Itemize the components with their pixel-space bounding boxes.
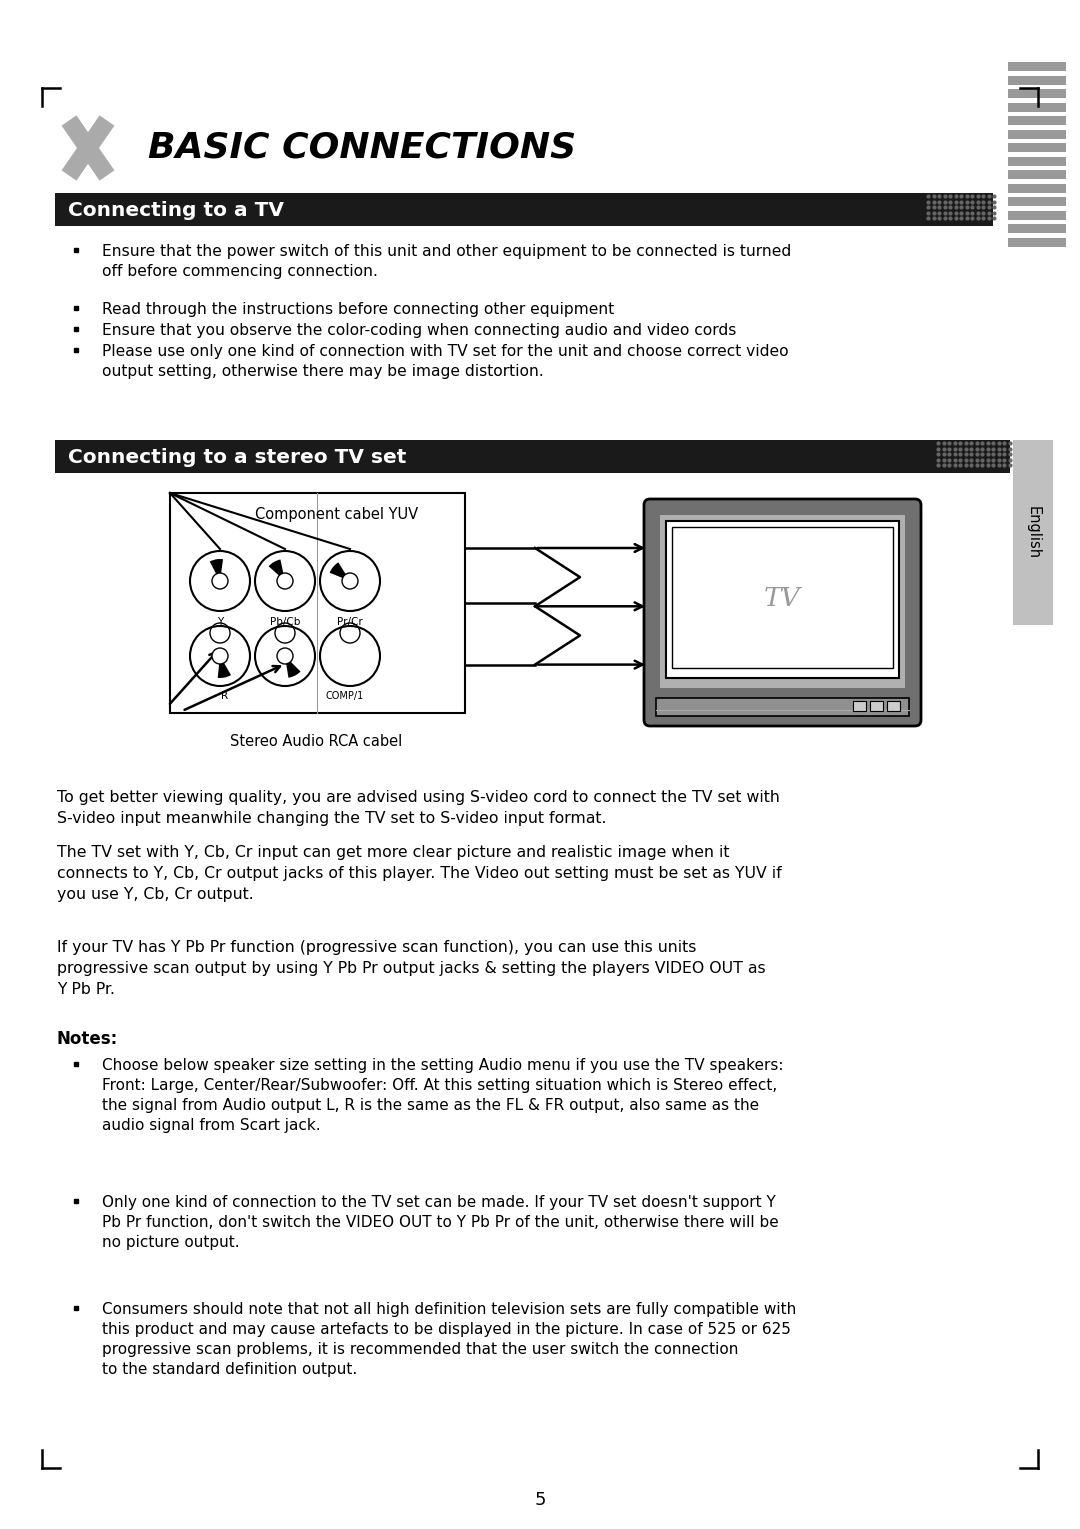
Text: Choose below speaker size setting in the setting Audio menu if you use the TV sp: Choose below speaker size setting in the…	[102, 1058, 783, 1133]
Bar	[672, 528, 893, 668]
Bar	[1008, 211, 1066, 220]
Bar	[55, 193, 993, 226]
Text: Connecting to a stereo TV set: Connecting to a stereo TV set	[68, 448, 406, 466]
Bar	[1008, 144, 1066, 151]
Text: To get better viewing quality, you are advised using S-video cord to connect the: To get better viewing quality, you are a…	[57, 790, 780, 826]
Bar	[1008, 89, 1066, 98]
Circle shape	[276, 648, 293, 664]
Wedge shape	[329, 563, 350, 581]
Text: Consumers should note that not all high definition television sets are fully com: Consumers should note that not all high …	[102, 1303, 796, 1378]
Bar	[1008, 170, 1066, 179]
Text: Connecting to a TV: Connecting to a TV	[68, 200, 284, 220]
Text: Pr/Cr: Pr/Cr	[337, 618, 363, 627]
Text: Notes:: Notes:	[57, 1031, 118, 1047]
Bar	[656, 699, 909, 716]
Text: COMP/1: COMP/1	[326, 691, 364, 700]
Text: Pb/Cb: Pb/Cb	[270, 618, 300, 627]
Bar	[1008, 225, 1066, 232]
Text: If your TV has Y Pb Pr function (progressive scan function), you can use this un: If your TV has Y Pb Pr function (progres…	[57, 940, 766, 997]
Bar	[1008, 183, 1066, 193]
Wedge shape	[285, 656, 300, 677]
Text: TV: TV	[765, 586, 800, 612]
Circle shape	[212, 648, 228, 664]
Text: Please use only one kind of connection with TV set for the unit and choose corre: Please use only one kind of connection w…	[102, 344, 788, 379]
Circle shape	[212, 573, 228, 589]
Bar	[1008, 75, 1066, 84]
Wedge shape	[269, 560, 285, 581]
Text: Y: Y	[217, 618, 224, 627]
Bar	[1008, 63, 1066, 70]
Bar	[55, 440, 1010, 472]
Bar	[1008, 237, 1066, 246]
Text: Read through the instructions before connecting other equipment: Read through the instructions before con…	[102, 303, 615, 317]
Text: BASIC CONNECTIONS: BASIC CONNECTIONS	[148, 131, 576, 165]
Text: Stereo Audio RCA cabel: Stereo Audio RCA cabel	[230, 734, 402, 749]
Circle shape	[276, 573, 293, 589]
Text: English: English	[1026, 506, 1040, 560]
FancyBboxPatch shape	[644, 498, 921, 726]
Text: 5: 5	[535, 1491, 545, 1509]
Bar	[170, 492, 465, 713]
Bar	[1008, 102, 1066, 112]
Bar	[1008, 116, 1066, 125]
Bar	[1013, 440, 1053, 625]
Bar	[1008, 197, 1066, 206]
Bar	[666, 521, 899, 677]
Text: Ensure that the power switch of this unit and other equipment to be connected is: Ensure that the power switch of this uni…	[102, 245, 792, 280]
Text: Only one kind of connection to the TV set can be made. If your TV set doesn't su: Only one kind of connection to the TV se…	[102, 1196, 779, 1251]
Bar	[1008, 130, 1066, 139]
Bar	[853, 700, 866, 711]
Text: Ensure that you observe the color-coding when connecting audio and video cords: Ensure that you observe the color-coding…	[102, 323, 737, 338]
Bar	[660, 515, 905, 688]
Bar	[887, 700, 900, 711]
Circle shape	[342, 573, 357, 589]
Bar	[1008, 156, 1066, 165]
Bar	[870, 700, 883, 711]
Text: Component cabel YUV: Component cabel YUV	[255, 508, 418, 523]
Text: R: R	[221, 691, 229, 700]
Text: The TV set with Y, Cb, Cr input can get more clear picture and realistic image w: The TV set with Y, Cb, Cr input can get …	[57, 846, 782, 902]
Wedge shape	[210, 560, 224, 581]
Wedge shape	[218, 656, 231, 677]
